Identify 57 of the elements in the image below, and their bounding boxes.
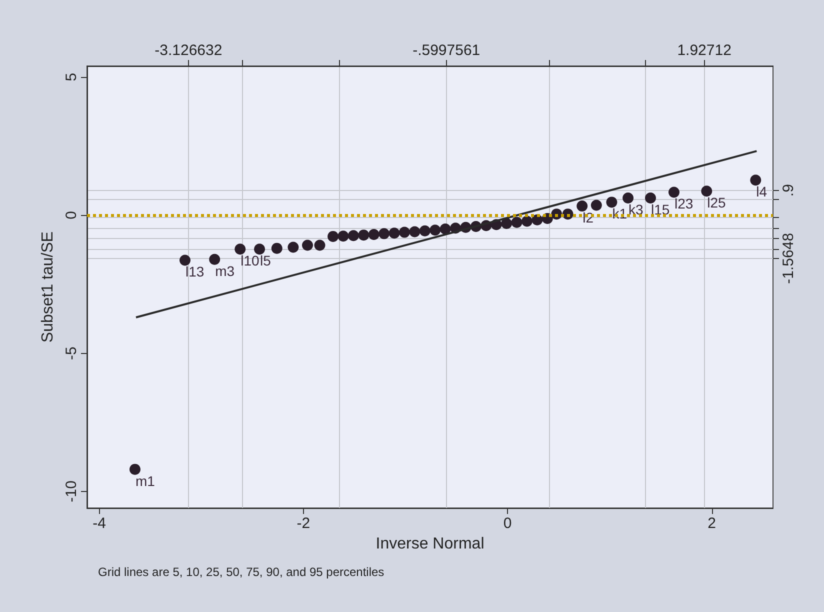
- point: [750, 174, 762, 186]
- data-label: l4: [756, 184, 768, 200]
- x-tick-label: -4: [92, 515, 106, 532]
- point: [209, 254, 220, 265]
- point: [622, 192, 634, 204]
- point: [590, 200, 602, 211]
- text: Grid lines are 5, 10, 25, 50, 75, 90, and 95 percentiles: [98, 565, 384, 579]
- y-axis-title: Subset1 tau/SE: [40, 231, 57, 343]
- point: [521, 216, 532, 227]
- point: [288, 242, 299, 253]
- point: [511, 216, 522, 228]
- point: [501, 218, 512, 229]
- x2-tick-label: -.5997561: [412, 42, 480, 59]
- point: [701, 186, 712, 197]
- point: [368, 229, 380, 240]
- y-tick-label: 0: [63, 211, 80, 220]
- x-tick-label: -2: [296, 515, 310, 532]
- data-label: l5: [260, 252, 272, 269]
- point: [358, 230, 370, 241]
- y-tick-label: 5: [63, 72, 80, 82]
- data-label: m3: [215, 262, 235, 279]
- point: [302, 240, 313, 251]
- data-label: l25: [707, 194, 726, 211]
- point: [668, 186, 680, 198]
- point: [378, 228, 390, 240]
- point: [606, 196, 618, 208]
- point: [338, 230, 349, 242]
- point: [328, 230, 339, 242]
- point: [348, 230, 359, 242]
- x-axis-title: Inverse Normal: [376, 535, 484, 552]
- point: [398, 226, 410, 238]
- point: [388, 228, 400, 239]
- data-label: k3: [628, 202, 644, 218]
- y2-tick-label: .9: [780, 184, 797, 197]
- point: [576, 200, 588, 212]
- x2-tick-label: -3.126632: [154, 42, 222, 59]
- data-label: l23: [674, 196, 694, 212]
- x-tick-label: 0: [503, 515, 512, 532]
- point: [419, 225, 430, 236]
- point: [180, 254, 190, 266]
- data-label: l10: [240, 252, 260, 269]
- y-tick-label: -5: [63, 346, 80, 360]
- point: [271, 242, 282, 254]
- y-tick-label: -10: [63, 480, 80, 502]
- point: [129, 464, 140, 475]
- x2-tick-label: 1.92712: [677, 42, 732, 59]
- point: [314, 240, 326, 251]
- point: [645, 192, 656, 204]
- data-label: m1: [135, 472, 156, 489]
- y2-tick-label: -1.5648: [780, 232, 797, 284]
- point: [409, 226, 420, 238]
- point: [440, 223, 451, 234]
- point: [254, 244, 266, 255]
- point: [430, 224, 441, 236]
- point: [234, 244, 246, 255]
- data-label: l13: [186, 264, 204, 280]
- x-tick-label: 2: [708, 515, 716, 532]
